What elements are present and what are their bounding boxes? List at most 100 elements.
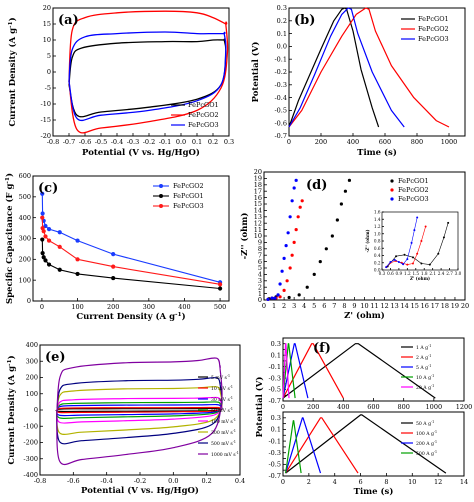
capacitance-point-FePcGO2 [57,230,62,235]
x-tick-label: 1200 [456,403,473,411]
inset-x-tick-label: 2.7 [446,271,453,276]
gcd-curve-FePcGO1 [288,7,380,128]
inset-x-tick-label: 0.9 [396,271,403,276]
x-tick-label: 2 [282,302,286,310]
panel-a-legend-FePcGO3-label: FePcGO3 [188,121,219,129]
x-tick-label: 10 [408,478,416,486]
x-tick-label: 1 [272,302,276,310]
x-tick-label: 5 [312,302,316,310]
x-tick-label: 1000 [426,403,443,411]
rate-gcd-curve-5 A g [282,343,309,399]
panel-d-inset-axes [381,211,459,271]
x-tick-label: 200 [107,303,119,311]
inset-point-FePcGO3 [389,261,392,264]
inset-x-tick-label: 0.6 [387,271,394,276]
y-tick-label: 0.1 [277,30,287,38]
inset-y-tick-label: 0.6 [374,246,381,251]
panel-e-legend-label: 50 mV s-1 [211,407,233,414]
gcd-curve-FePcGO3 [288,7,405,128]
y-tick-label: 11 [254,226,262,234]
x-tick-label: 400 [337,403,349,411]
panel-f-legend-label: 10 A g-1 [416,374,434,381]
inset-point-FePcGO2 [420,240,423,242]
y-tick-label: 0 [258,296,262,304]
x-tick-label: -0.8 [47,138,60,146]
capacitance-point-FePcGO3 [46,238,52,243]
x-tick-label: 600 [379,138,391,146]
inset-ylabel: -Z'' (ohm) [365,229,370,252]
capacitance-point-FePcGO3 [75,257,80,262]
capacitance-point-FePcGO3 [217,282,223,287]
y-tick-label: 400 [19,214,31,222]
y-tick-label: 18 [254,181,262,189]
y-tick-label: 300 [19,235,31,243]
y-tick-label: 100 [19,276,31,284]
capacitance-point-FePcGO1 [40,237,45,242]
eis-point-FePcGO3 [270,296,274,300]
panel-d-legend-marker [390,188,394,192]
capacitance-point-FePcGO3 [57,244,62,249]
inset-point-FePcGO1 [447,221,450,224]
eis-point-FePcGO3 [276,293,280,297]
y-tick-label: 1 [258,290,262,298]
eis-point-FePcGO3 [282,256,286,260]
inset-y-tick-label: 1.4 [374,217,381,222]
inset-point-FePcGO1 [420,262,423,265]
x-tick-label: 0.4 [235,477,245,485]
eis-point-FePcGO2 [282,288,286,292]
inset-y-tick-label: 0.2 [374,260,381,265]
x-tick-label: 300 [143,303,155,311]
x-tick-label: 500 [214,303,226,311]
x-tick-label: 17 [431,302,439,310]
inset-point-FePcGO3 [397,261,400,264]
capacitance-point-FePcGO1 [46,262,52,267]
x-tick-label: 9 [352,302,356,310]
inset-point-FePcGO1 [437,252,440,255]
y-tick-label: -200 [23,439,38,447]
gcd-curve-FePcGO2 [288,7,450,128]
panel-e-legend-label: 100 mV s-1 [211,418,236,425]
eis-point-FePcGO3 [286,231,290,235]
x-tick-label: -0.5 [95,138,108,146]
x-tick-label: -0.3 [127,138,140,146]
panel-d-ylabel: -Z'' (ohm) [239,213,250,260]
y-tick-label: -0.3 [268,449,281,457]
y-tick-label: 5 [258,264,262,272]
panel-d-legend-label: FePcGO3 [398,195,429,203]
y-tick-label: 17 [254,187,262,195]
y-tick-label: 9 [258,239,262,247]
y-tick-label: 3 [258,277,262,285]
panel-b-legend-FePcGO3-label: FePcGO3 [418,35,449,43]
y-tick-label: 13 [254,213,262,221]
eis-point-FePcGO2 [290,253,294,257]
panel-c-legend-label: FePcGO2 [173,182,204,190]
x-tick-label: 3 [292,302,296,310]
inset-y-tick-label: 0.0 [374,268,381,273]
eis-point-FePcGO1 [312,272,316,276]
y-tick-label: 10 [254,232,262,240]
x-tick-label: 18 [441,302,449,310]
eis-point-FePcGO2 [294,228,298,232]
x-tick-label: -0.6 [67,477,80,485]
x-tick-label: -0.8 [34,477,47,485]
eis-point-FePcGO3 [294,178,298,182]
capacitance-point-FePcGO1 [41,255,46,260]
y-tick-label: 7 [258,251,262,259]
inset-point-FePcGO1 [395,255,398,258]
capacitance-point-FePcGO2 [40,191,45,196]
cv-rate-curve-300 mV s [56,386,223,435]
y-tick-label: -10 [41,100,51,108]
eis-point-FePcGO3 [284,244,288,248]
panel-f-legend-label: 2 A g-1 [416,354,431,361]
x-tick-label: 0 [281,403,285,411]
y-tick-label: 12 [254,219,262,227]
panel-c-legend-marker [159,184,163,188]
y-tick-label: 10 [43,36,51,44]
eis-point-FePcGO1 [347,178,352,182]
eis-point-FePcGO2 [288,266,292,270]
panel-f-legend-label: 500 A g-1 [416,450,437,457]
eis-point-FePcGO2 [278,295,282,299]
x-tick-label: 2 [307,478,311,486]
cv-rate-curve-1000 mV s [56,357,223,466]
eis-point-FePcGO3 [273,296,277,300]
